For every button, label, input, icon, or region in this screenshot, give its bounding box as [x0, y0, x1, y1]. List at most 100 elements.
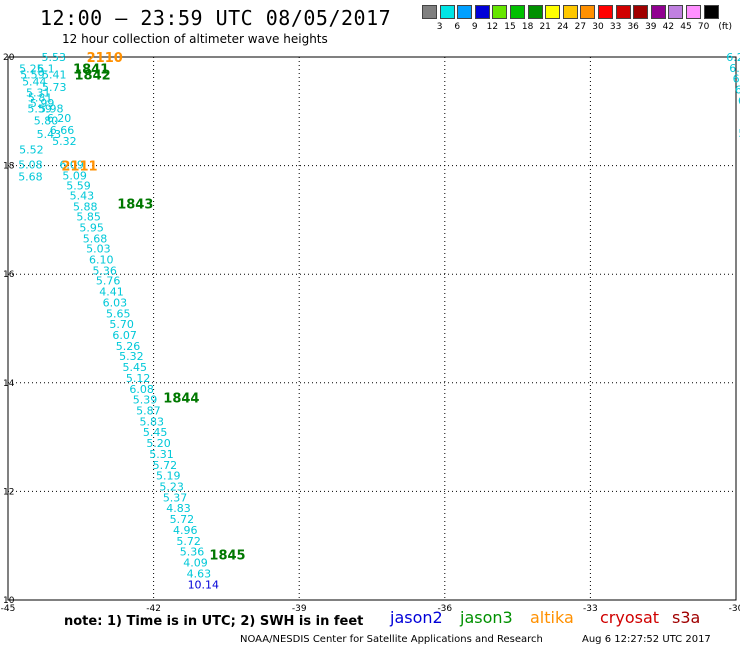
longitude-tick-label: -39 [292, 604, 307, 614]
wave-height-value: 5.08 [18, 159, 43, 172]
legend-swatch [562, 5, 578, 19]
wave-height-value: 6.66 [50, 124, 74, 137]
wave-height-value: 4.96 [173, 524, 198, 537]
pass-time-label: 2110 [87, 51, 123, 66]
legend-label: 12 [486, 22, 499, 32]
wave-height-value: 5.19 [156, 470, 181, 483]
wave-height-value: 4.09 [183, 557, 208, 570]
legend-swatch [492, 5, 508, 19]
wave-height-value: 5.72 [170, 513, 195, 526]
wave-height-value: 5.39 [133, 394, 158, 407]
wave-height-value: 5.41 [42, 68, 66, 81]
longitude-tick-label: -45 [1, 604, 16, 614]
longitude-tick-label: -33 [583, 604, 598, 614]
latitude-tick-label: 10 [3, 596, 15, 606]
legend-label: 70 [697, 22, 710, 32]
wave-height-value: 5.99 [30, 97, 55, 110]
legend-swatch [474, 5, 490, 19]
wave-height-value: 5.72 [153, 459, 178, 472]
wave-height-value: 5.03 [86, 243, 111, 256]
legend-label: 24 [557, 22, 569, 32]
legend-label: 18 [521, 22, 534, 32]
wave-height-value: 5.36 [180, 546, 205, 559]
wave-height-value: 5.88 [73, 200, 98, 213]
legend-swatch [615, 5, 631, 19]
legend-swatch [668, 5, 684, 19]
legend-label: 15 [504, 22, 516, 32]
legend-label: 9 [471, 22, 478, 32]
legend-swatch [686, 5, 701, 19]
wave-height-value: 5.52 [19, 143, 44, 156]
latitude-tick-label: 14 [3, 379, 15, 389]
wave-height-value: 5.09 [62, 169, 86, 182]
wave-height-value: 5.76 [96, 275, 121, 288]
wave-height-value: 5.12 [126, 372, 151, 385]
legend-swatch [545, 5, 561, 19]
wave-height-value: 6.08 [129, 383, 154, 396]
satellite-label-jason3: jason3 [460, 608, 513, 627]
wave-height-value: 5.80 [34, 115, 59, 128]
wave-height-value: 5.65 [106, 307, 130, 320]
wave-height-value: 6.1 [37, 62, 55, 75]
latitude-tick-label: 16 [3, 270, 15, 280]
legend-label: 3 [436, 22, 443, 32]
wave-height-value: 6.10 [89, 254, 114, 267]
legend-swatch [527, 5, 543, 19]
wave-height-value: 5.32 [119, 350, 143, 363]
wave-height-value: 5.23 [159, 481, 184, 494]
wave-height-value: 5.31 [26, 86, 51, 99]
wave-height-value: 6.0 [738, 94, 740, 107]
wave-height-value: 5.72 [176, 535, 201, 548]
wave-height-value: 5.31 [149, 448, 174, 461]
satellite-label-jason2: jason2 [390, 608, 443, 627]
wave-height-value: 5.70 [109, 318, 133, 331]
legend-swatch [650, 5, 666, 19]
wave-height-value: 5.59 [20, 68, 44, 81]
wave-height-value: 5.68 [83, 232, 108, 245]
wave-height-value: 5.20 [146, 437, 171, 450]
longitude-tick-label: -36 [437, 604, 452, 614]
wave-height-value: 5.81 [28, 92, 53, 105]
satellite-label-altika: altika [530, 608, 574, 627]
wave-height-value: 5.85 [76, 211, 101, 224]
legend-label: 30 [592, 22, 604, 32]
wave-height-value: 5.45 [143, 426, 168, 439]
wave-height-value: 5.53 [41, 51, 66, 64]
pass-time-label: 2111 [61, 160, 97, 175]
wave-height-value: 5.32 [52, 135, 76, 148]
wave-height-value: 5.59 [66, 180, 91, 193]
longitude-tick-label: -30 [729, 604, 740, 614]
legend-label: 21 [539, 22, 551, 32]
wave-height-value: 10.14 [188, 578, 220, 591]
legend-label: 45 [680, 22, 692, 32]
legend-label: 36 [627, 22, 639, 32]
wave-height-value: 5.73 [42, 81, 66, 94]
wave-height-value: 4.63 [187, 567, 212, 580]
legend-label: 42 [662, 22, 675, 32]
pass-time-label: 1841 [73, 62, 109, 77]
legend-label: 33 [609, 22, 622, 32]
page-title: 12:00 – 23:59 UTC 08/05/2017 [40, 6, 392, 30]
wave-height-value: 5.68 [18, 170, 43, 183]
legend-swatch [510, 5, 525, 19]
wave-height-value: 6.20 [47, 112, 72, 125]
wave-height-value: 6.09 [59, 159, 83, 172]
credit-text: NOAA/NESDIS Center for Satellite Applica… [240, 634, 543, 645]
wave-height-value: 5 [738, 127, 740, 140]
satellite-label-s3a: s3a [672, 608, 701, 627]
legend-swatch [580, 5, 596, 19]
wave-height-value: 5.25 [19, 62, 44, 75]
legend-swatch [439, 5, 455, 19]
latitude-tick-label: 12 [3, 487, 14, 497]
pass-time-label: 1843 [117, 198, 153, 213]
map-frame [7, 56, 737, 601]
wave-height-value: 5.95 [79, 222, 104, 235]
pass-time-label: 1842 [74, 68, 110, 83]
wave-height-value: 6.25 [726, 51, 740, 64]
wave-height-value: 6.03 [103, 296, 128, 309]
legend-label: 6 [454, 22, 461, 32]
latitude-tick-label: 18 [3, 162, 15, 172]
legend-swatch [422, 5, 437, 19]
wave-height-value: 4.41 [99, 286, 124, 299]
